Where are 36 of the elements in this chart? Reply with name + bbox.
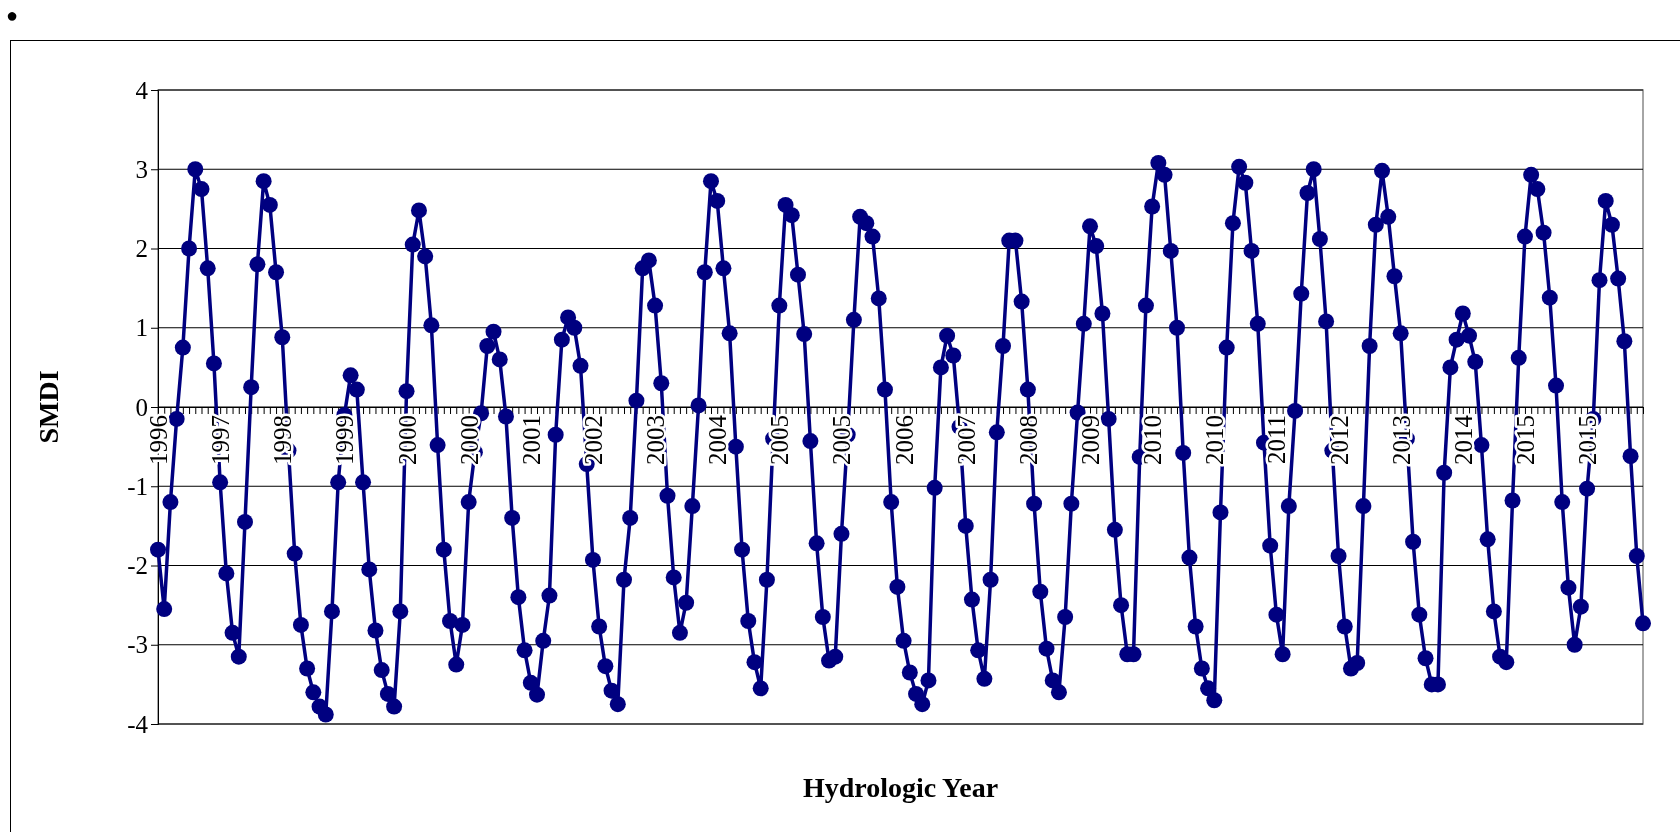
- y-tick-label: 2: [135, 235, 148, 262]
- x-tick-label: 2005: [828, 415, 856, 465]
- x-tick-label: 2015: [1511, 415, 1539, 465]
- x-tick-label: 2010: [1139, 415, 1167, 465]
- x-tick-label: 2005: [766, 415, 794, 465]
- x-tick-label: 2014: [1449, 414, 1477, 465]
- x-tick-label: 2010: [1201, 415, 1229, 465]
- x-tick-label: 2006: [890, 415, 918, 465]
- x-tick-label: 2001: [517, 415, 545, 465]
- x-tick-label: 2013: [1387, 415, 1415, 465]
- text: ●: [6, 4, 19, 26]
- x-tick-label: 2003: [642, 415, 670, 465]
- x-tick-label: 2009: [1077, 415, 1105, 465]
- y-axis-title: SMDI: [33, 370, 64, 444]
- y-tick-label: -4: [127, 710, 149, 738]
- x-tick-label: 2011: [1263, 415, 1291, 465]
- x-tick-label: 1996: [145, 415, 172, 465]
- x-tick-label: 1998: [269, 415, 297, 465]
- y-tick-label: -1: [127, 472, 148, 500]
- x-tick-label: 2015: [1574, 415, 1602, 465]
- y-tick-label: 3: [135, 155, 148, 183]
- x-tick-label: 2000: [455, 415, 483, 465]
- x-axis-title: Hydrologic Year: [802, 772, 999, 803]
- y-tick-label: -2: [127, 552, 148, 579]
- x-tick-label: 2007: [952, 415, 980, 465]
- y-tick-label: 0: [135, 393, 148, 421]
- x-tick-label: 1999: [331, 415, 359, 465]
- y-tick-label: -3: [127, 631, 148, 659]
- x-tick-label: 2012: [1325, 415, 1353, 465]
- y-tick-label: 1: [135, 314, 148, 342]
- x-tick-label: 2004: [704, 414, 732, 465]
- x-tick-label: 2000: [393, 415, 421, 465]
- x-tick-label: 1997: [207, 415, 235, 465]
- y-tick-label: 4: [135, 76, 149, 104]
- x-tick-label: 2002: [579, 415, 607, 465]
- x-tick-label: 2008: [1014, 415, 1042, 465]
